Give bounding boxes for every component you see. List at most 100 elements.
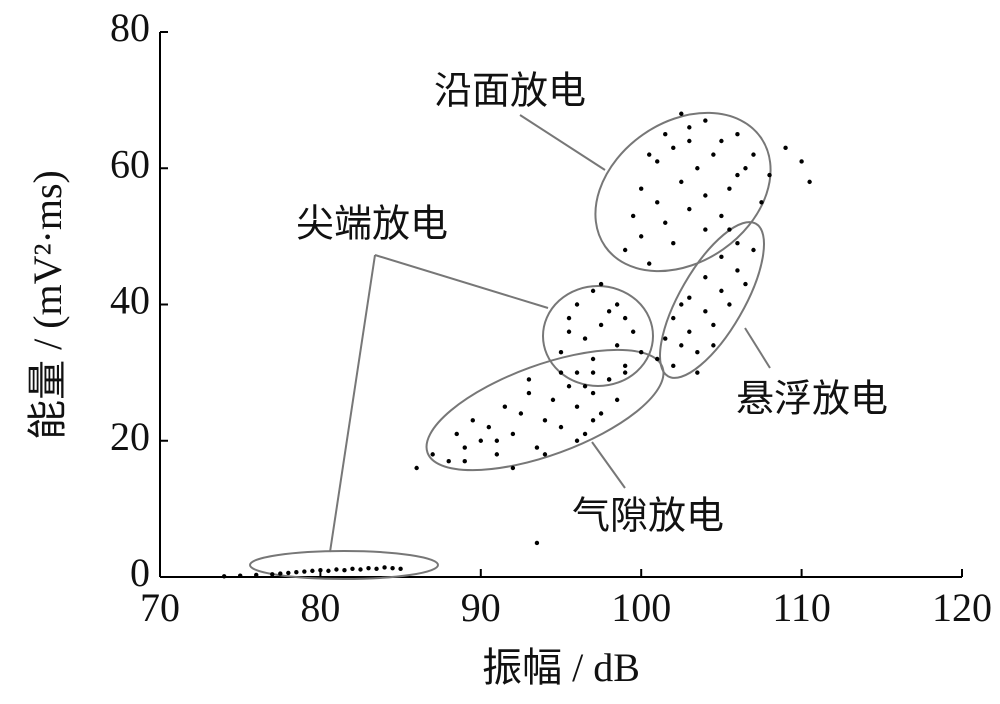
point — [622, 370, 628, 375]
point — [783, 145, 788, 151]
point — [326, 568, 331, 574]
point — [711, 322, 716, 328]
y-tick-label: 0 — [130, 550, 150, 595]
point — [454, 431, 459, 437]
x-tick-label: 80 — [300, 585, 340, 630]
point — [807, 179, 812, 185]
point — [510, 431, 516, 437]
point — [767, 172, 772, 178]
point — [727, 227, 732, 232]
point — [727, 302, 732, 307]
point — [566, 315, 572, 321]
point — [558, 424, 564, 430]
point — [735, 268, 740, 273]
point — [671, 145, 676, 151]
y-tick-label: 20 — [110, 414, 150, 459]
y-axis-title: 能量 / (mV²·ms) — [25, 170, 70, 440]
point — [630, 213, 636, 219]
point — [294, 570, 299, 575]
point — [590, 288, 596, 294]
point — [534, 540, 540, 546]
point — [310, 568, 315, 574]
point — [759, 200, 764, 205]
cluster-outline — [249, 550, 439, 580]
annotation: 悬浮放电 — [736, 379, 888, 421]
point — [687, 295, 692, 300]
point — [719, 138, 724, 144]
point — [743, 166, 748, 171]
point — [663, 131, 668, 137]
point — [735, 172, 740, 178]
y-tick-label: 40 — [110, 278, 150, 323]
x-tick-label: 110 — [772, 585, 831, 630]
point — [566, 329, 572, 334]
point — [687, 329, 692, 334]
point — [526, 377, 532, 382]
point — [254, 572, 259, 578]
annotation: 尖端放电 — [296, 204, 448, 246]
point — [743, 281, 748, 287]
point — [687, 125, 692, 130]
point — [582, 431, 588, 437]
point — [598, 281, 604, 287]
point — [695, 349, 700, 355]
y-tick-label: 80 — [110, 5, 150, 50]
point — [799, 159, 804, 164]
point — [318, 567, 323, 573]
point — [727, 186, 732, 191]
point — [502, 404, 508, 409]
point — [719, 213, 724, 219]
point — [703, 118, 708, 123]
annotation: 沿面放电 — [434, 71, 586, 113]
point — [663, 336, 668, 341]
point — [655, 200, 660, 205]
point — [526, 390, 532, 396]
point — [446, 458, 451, 464]
point — [622, 315, 628, 321]
point — [542, 452, 548, 457]
point — [374, 566, 379, 572]
point — [470, 418, 475, 423]
point — [647, 152, 652, 157]
point — [639, 349, 644, 355]
point — [358, 567, 363, 572]
point — [518, 411, 524, 416]
leader-line — [329, 254, 376, 553]
point — [735, 240, 740, 246]
point — [655, 159, 660, 164]
point — [711, 152, 716, 157]
point — [350, 566, 355, 572]
point — [462, 458, 467, 464]
point — [574, 404, 580, 409]
point — [494, 438, 500, 443]
point — [342, 567, 347, 573]
point — [302, 569, 307, 574]
leader-line — [591, 441, 626, 489]
x-tick-label: 90 — [461, 585, 501, 630]
point — [679, 111, 684, 116]
point — [711, 343, 716, 348]
point — [671, 315, 676, 321]
cluster-outline — [425, 348, 665, 472]
point — [590, 418, 596, 423]
point — [695, 166, 700, 171]
point — [478, 438, 483, 443]
cluster-outline — [594, 111, 772, 273]
annotation: 气隙放电 — [572, 496, 724, 538]
point — [462, 445, 467, 450]
x-axis-title: 振幅 / dB — [482, 645, 640, 690]
point — [622, 247, 628, 253]
point — [606, 309, 612, 314]
leader-line — [519, 114, 606, 171]
point — [270, 572, 275, 577]
point — [614, 397, 620, 403]
point — [334, 567, 339, 572]
point — [574, 370, 580, 375]
y-tick-label: 60 — [110, 141, 150, 186]
point — [566, 384, 572, 389]
point — [238, 573, 243, 578]
point — [655, 356, 660, 362]
point — [614, 302, 620, 307]
point — [582, 336, 588, 341]
